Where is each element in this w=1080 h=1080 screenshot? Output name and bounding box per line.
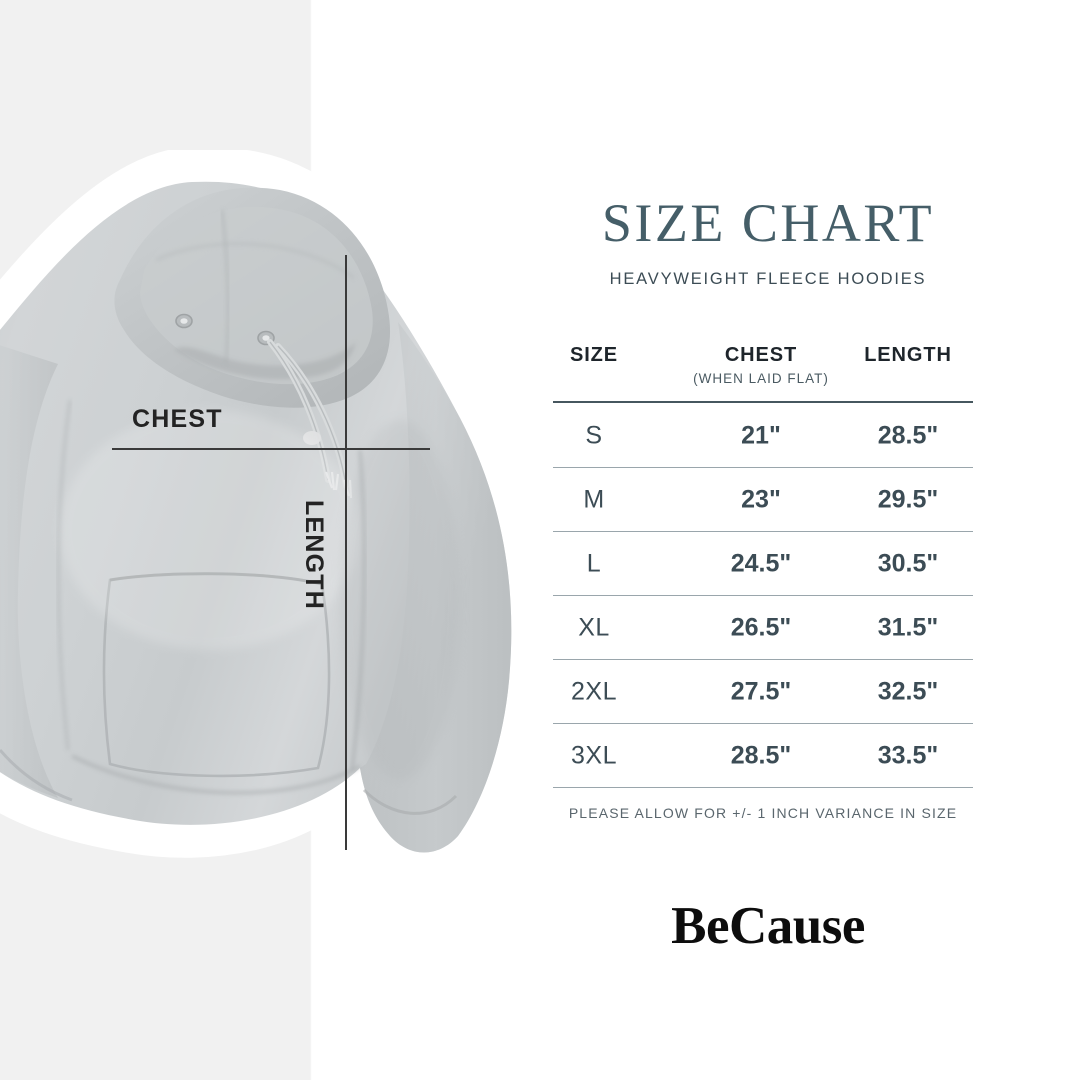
table-row: L 24.5" 30.5"	[553, 532, 973, 596]
cell-chest: 24.5"	[730, 549, 792, 577]
cell-chest: 27.5"	[730, 677, 792, 705]
cell-chest: 23"	[741, 485, 781, 513]
column-header-chest: CHEST	[724, 344, 798, 366]
cell-chest: 28.5"	[730, 741, 792, 769]
cell-length: 33.5"	[877, 741, 939, 769]
chest-measure-line	[112, 448, 430, 450]
table-header-row: SIZE CHEST LENGTH (WHEN LAID FLAT)	[553, 344, 973, 404]
table-row: XL 26.5" 31.5"	[553, 596, 973, 660]
hoodie-product-image	[0, 150, 560, 890]
table-row: S 21" 28.5"	[553, 404, 973, 468]
chart-panel: SIZE CHART HEAVYWEIGHT FLEECE HOODIES SI…	[528, 0, 1080, 1080]
cell-length: 29.5"	[877, 485, 939, 513]
chest-measure-label: CHEST	[132, 405, 223, 433]
cell-size: L	[586, 549, 602, 577]
cell-size: 2XL	[571, 677, 617, 705]
length-measure-line	[345, 255, 347, 850]
column-header-size: SIZE	[569, 344, 619, 366]
brand-logo: BeCause	[671, 897, 865, 955]
cell-length: 28.5"	[877, 421, 939, 449]
cell-length: 32.5"	[877, 677, 939, 705]
hood-eyelets	[175, 313, 275, 346]
cell-chest: 26.5"	[730, 613, 792, 641]
cell-size: S	[585, 421, 603, 449]
cell-length: 31.5"	[877, 613, 939, 641]
cell-size: M	[583, 485, 605, 513]
table-row: M 23" 29.5"	[553, 468, 973, 532]
page-subtitle: HEAVYWEIGHT FLEECE HOODIES	[609, 270, 927, 288]
cell-size: 3XL	[571, 741, 617, 769]
hoodie-illustration	[0, 150, 545, 887]
hoodie-body	[0, 181, 512, 853]
cell-size: XL	[578, 613, 610, 641]
size-chart-table: SIZE CHEST LENGTH (WHEN LAID FLAT) S 21"…	[553, 344, 973, 788]
column-header-length: LENGTH	[864, 344, 952, 366]
table-row: 3XL 28.5" 33.5"	[553, 724, 973, 788]
table-header-rule	[553, 401, 973, 403]
length-measure-label: LENGTH	[300, 500, 328, 610]
variance-footnote: PLEASE ALLOW FOR +/- 1 INCH VARIANCE IN …	[568, 805, 958, 821]
table-row: 2XL 27.5" 32.5"	[553, 660, 973, 724]
cell-length: 30.5"	[877, 549, 939, 577]
page-title: SIZE CHART	[601, 193, 935, 253]
cell-chest: 21"	[741, 421, 781, 449]
column-header-chest-sublabel: (WHEN LAID FLAT)	[693, 371, 829, 386]
